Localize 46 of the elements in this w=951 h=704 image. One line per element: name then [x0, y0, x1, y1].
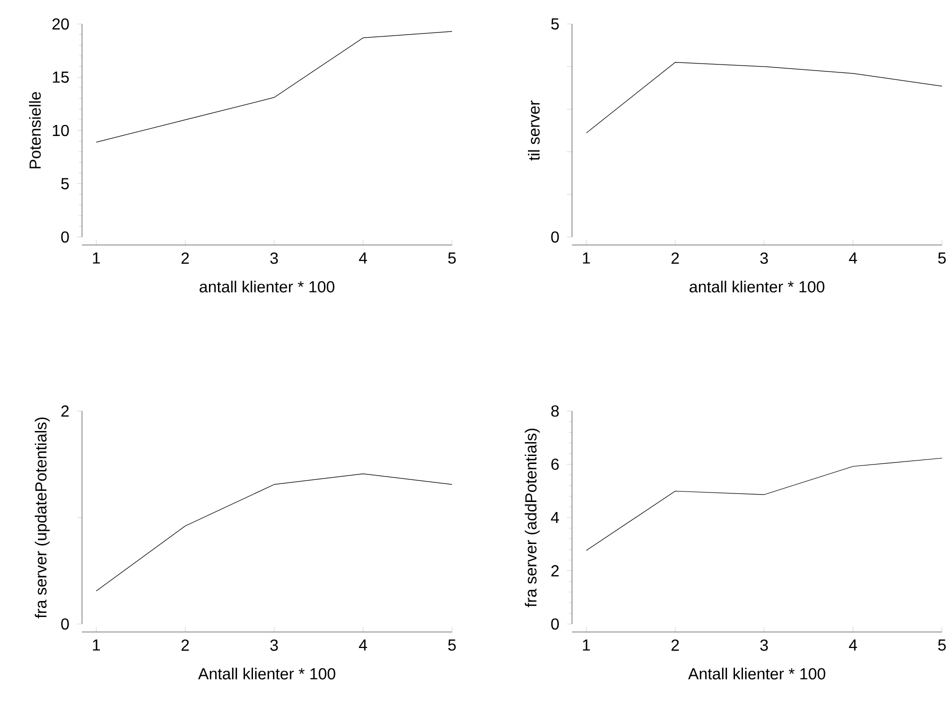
x-tick-label: 3 [760, 640, 768, 651]
line-series [586, 458, 942, 551]
x-tick-label: 5 [938, 640, 946, 651]
x-tick-label: 2 [182, 252, 189, 264]
line-series [96, 474, 452, 592]
x-tick-label: 1 [93, 640, 100, 651]
line-series [96, 31, 452, 143]
x-tick-label: 3 [270, 252, 278, 264]
y-tick-label: 10 [52, 124, 69, 136]
x-tick-label: 3 [270, 640, 278, 651]
x-axis-title: Antall klienter * 100 [688, 668, 826, 680]
y-tick-label: 5 [61, 178, 69, 190]
x-tick-label: 4 [848, 252, 858, 264]
y-axis-title: Potensielle [29, 92, 41, 168]
y-tick-label: 0 [61, 618, 69, 630]
x-tick-label: 4 [848, 640, 858, 651]
x-tick-label: 5 [938, 252, 946, 264]
x-tick-label: 5 [448, 640, 456, 651]
x-tick-label: 3 [760, 252, 768, 264]
x-tick-label: 2 [672, 252, 679, 264]
x-axis-title: Antall klienter * 100 [198, 668, 336, 680]
x-tick-label: 1 [93, 252, 100, 264]
x-tick-label: 4 [358, 252, 368, 264]
x-tick-label: 2 [672, 640, 679, 651]
y-tick-label: 0 [61, 231, 69, 243]
x-tick-label: 4 [358, 640, 368, 651]
y-tick-label: 20 [52, 18, 69, 30]
y-axis-title: fra server (updatePotentials) [34, 418, 50, 618]
y-axis-title: fra server (addPotentials) [524, 428, 540, 608]
line-series [586, 62, 942, 134]
x-axis-title: antall klienter * 100 [200, 280, 334, 292]
y-tick-label: 0 [551, 231, 559, 243]
y-tick-label: 5 [551, 18, 559, 30]
y-tick-label: 0 [551, 618, 559, 630]
y-axis-title: til server [528, 100, 540, 160]
x-axis-title: antall klienter * 100 [690, 280, 824, 292]
y-tick-label: 4 [550, 512, 559, 523]
x-tick-label: 5 [448, 252, 456, 264]
x-tick-label: 1 [583, 252, 590, 264]
x-tick-label: 1 [583, 640, 590, 651]
y-tick-label: 2 [61, 405, 69, 417]
x-tick-label: 2 [182, 640, 189, 651]
y-tick-label: 15 [52, 72, 69, 83]
y-tick-label: 2 [551, 565, 559, 576]
y-tick-label: 8 [551, 405, 559, 417]
y-tick-label: 6 [551, 458, 559, 470]
